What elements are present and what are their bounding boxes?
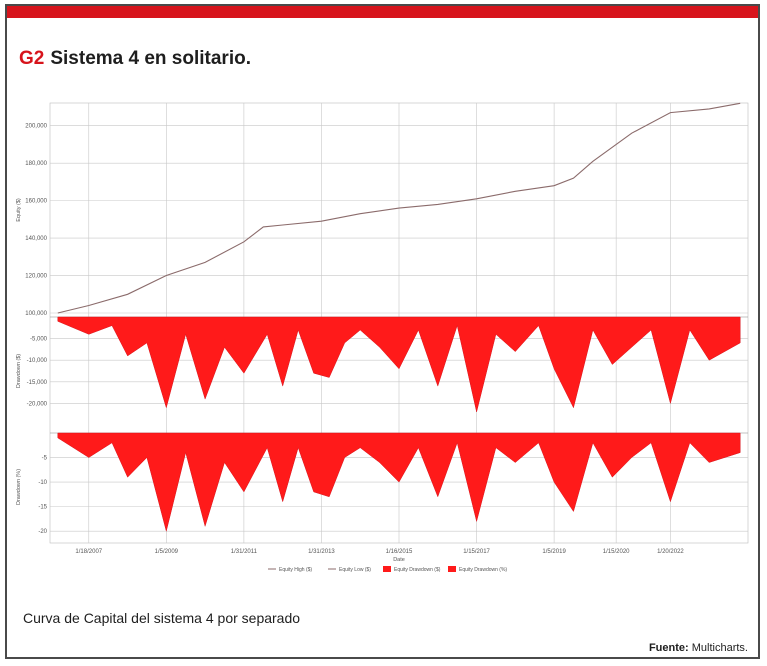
y-axis-label: Drawdown ($) (16, 354, 22, 388)
y-tick-label: -15 (38, 505, 47, 511)
y-tick-label: -15,000 (27, 380, 48, 386)
figure-title: G2 Sistema 4 en solitario. (19, 48, 251, 70)
y-axis-label: Equity ($) (16, 198, 22, 222)
legend-label: Equity Low ($) (339, 567, 371, 573)
x-axis-label: Date (393, 557, 405, 563)
equity-line (57, 102, 741, 314)
figure-title-text: Sistema 4 en solitario. (50, 48, 251, 69)
legend-label: Equity Drawdown (%) (459, 567, 507, 573)
legend-swatch (448, 566, 456, 572)
legend-label: Equity High ($) (279, 567, 312, 573)
x-tick-label: 1/5/2009 (155, 549, 179, 555)
x-tick-label: 1/18/2007 (75, 549, 102, 555)
y-tick-label: -5 (42, 456, 48, 462)
y-tick-label: 140,000 (25, 236, 47, 242)
source-note: Fuente: Multicharts. (649, 642, 748, 654)
y-tick-label: 120,000 (25, 274, 47, 280)
y-tick-label: 160,000 (25, 199, 47, 205)
legend-label: Equity Drawdown ($) (394, 567, 441, 573)
source-value: Multicharts. (691, 642, 748, 654)
drawdown-percent-area (57, 432, 741, 532)
y-tick-label: 180,000 (25, 161, 47, 167)
x-tick-label: 1/31/2011 (231, 549, 258, 555)
x-tick-label: 1/5/2019 (542, 549, 566, 555)
accent-bar (7, 6, 758, 18)
y-tick-label: -10,000 (27, 358, 48, 364)
y-tick-label: 100,000 (25, 311, 47, 317)
y-tick-label: 200,000 (25, 124, 47, 130)
y-tick-label: -10 (38, 480, 47, 486)
x-tick-label: 1/15/2017 (463, 549, 490, 555)
figure-code: G2 (19, 48, 45, 69)
y-axis-label: Drawdown (%) (16, 469, 22, 505)
y-tick-label: -5,000 (30, 337, 48, 343)
x-tick-label: 1/15/2020 (603, 549, 630, 555)
source-label: Fuente: (648, 642, 689, 654)
figure-caption: Curva de Capital del sistema 4 por separ… (23, 610, 301, 626)
x-tick-label: 1/20/2022 (657, 549, 684, 555)
y-tick-label: -20 (38, 529, 47, 535)
y-tick-label: -20,000 (27, 401, 48, 407)
equity-chart: 1/18/2007 1/5/2009 1/31/2011 1/31/2013 1/16/… (16, 102, 749, 573)
x-tick-label: 1/31/2013 (308, 549, 335, 555)
legend-swatch (383, 566, 391, 572)
x-tick-label: 1/16/2015 (386, 549, 413, 555)
drawdown-dollar-area (57, 316, 741, 413)
